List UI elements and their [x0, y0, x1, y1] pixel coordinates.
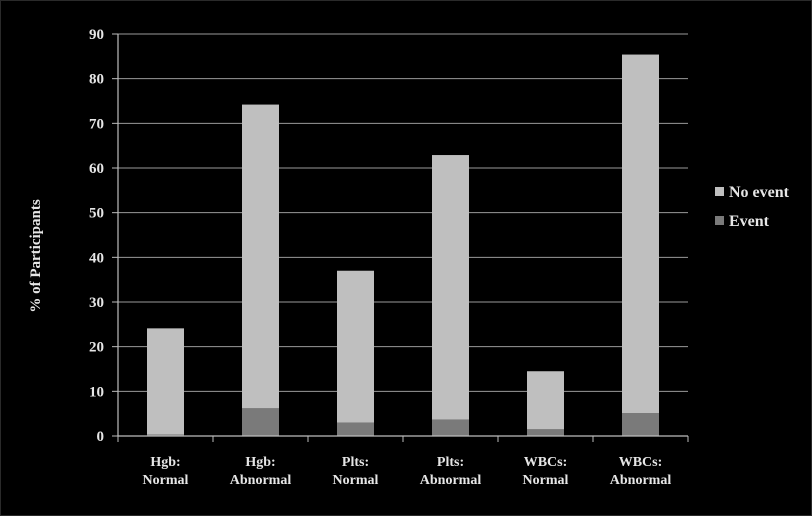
y-tick-label: 60 [89, 161, 104, 177]
x-category-labels: Hgb: Normal Hgb: Abnormal Plts: Normal Plts: Ab… [143, 455, 672, 488]
y-tick-label: 10 [89, 384, 104, 400]
y-tick-labels: 0 10 20 30 40 50 60 70 80 90 [89, 27, 104, 445]
legend-label: Event [729, 213, 770, 230]
x-category-label: WBCs: Normal [523, 455, 569, 488]
bar-event [432, 419, 469, 436]
x-category-label: Hgb: Abnormal [230, 455, 292, 488]
y-tick-label: 70 [89, 116, 104, 132]
bar-event [622, 413, 659, 436]
y-tick-label: 20 [89, 340, 104, 356]
x-category-label: Plts: Normal [333, 455, 379, 488]
y-axis-label: % of Participants [28, 199, 44, 312]
bars [147, 54, 659, 436]
y-tick-label: 40 [89, 250, 104, 266]
x-category-label: WBCs: Abnormal [610, 455, 672, 488]
bar-no-event [242, 104, 279, 409]
axes [112, 33, 689, 442]
gridlines [118, 33, 688, 392]
bar-no-event [527, 371, 564, 430]
bar-no-event [622, 54, 659, 414]
bar-no-event [432, 155, 469, 420]
y-tick-label: 90 [89, 27, 104, 43]
legend: No event Event [715, 184, 790, 230]
bar-event [337, 422, 374, 436]
legend-swatch [715, 216, 724, 225]
bar-event [147, 434, 184, 436]
y-tick-label: 80 [89, 72, 104, 88]
bar-event [242, 408, 279, 436]
y-tick-label: 0 [97, 429, 105, 445]
bar-event [527, 429, 564, 436]
legend-swatch [715, 187, 724, 196]
legend-label: No event [729, 184, 790, 201]
bar-no-event [147, 328, 184, 435]
x-category-label: Plts: Abnormal [420, 455, 482, 488]
bar-no-event [337, 270, 374, 423]
y-tick-label: 30 [89, 295, 104, 311]
x-category-label: Hgb: Normal [143, 455, 189, 488]
y-tick-label: 50 [89, 206, 104, 222]
